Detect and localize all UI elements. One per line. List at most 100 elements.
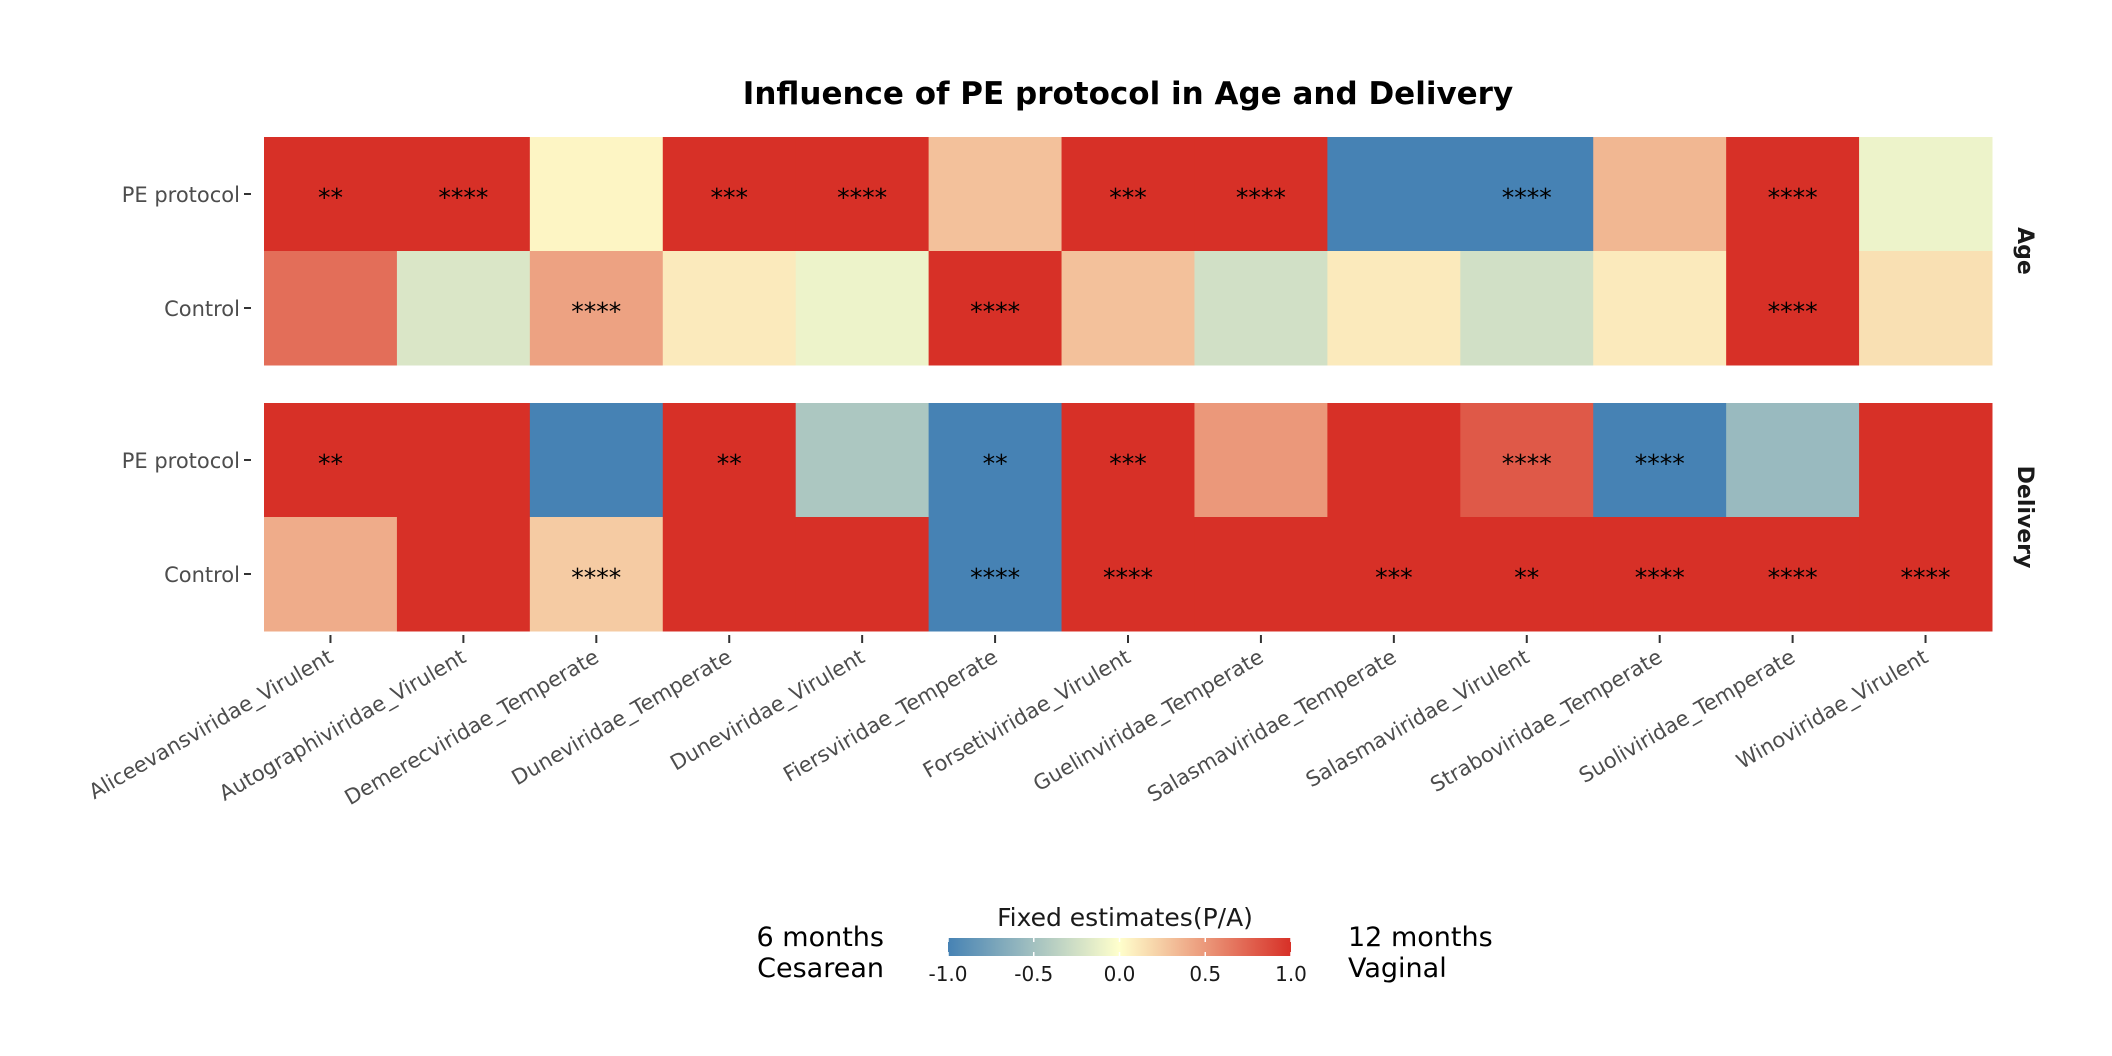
significance-label: **** — [571, 563, 621, 592]
significance-label: **** — [837, 183, 887, 212]
significance-label: *** — [1109, 449, 1147, 478]
significance-label: **** — [970, 297, 1020, 326]
heatmap-cell — [264, 403, 398, 518]
facet-strip-label: Age — [2012, 227, 2037, 275]
heatmap-cell — [1726, 137, 1860, 252]
chart-title: Influence of PE protocol in Age and Deli… — [742, 76, 1514, 112]
heatmap-cell — [1593, 137, 1727, 252]
heatmap-cell — [662, 251, 797, 366]
x-tick-label: Demerecviridae_Temperate — [341, 645, 604, 811]
x-tick-label: Straboviridae_Temperate — [1426, 645, 1666, 798]
x-tick-label: Aliceevansviridae_Virulent — [85, 645, 338, 805]
heatmap-cell — [1327, 403, 1461, 518]
x-tick-label: Salasmaviridae_Virulent — [1302, 645, 1534, 793]
legend-tick-label: 0.0 — [1104, 962, 1136, 986]
significance-label: *** — [710, 183, 748, 212]
heatmap-cell — [1194, 251, 1328, 366]
x-tick-label: Suoliviridae_Temperate — [1575, 645, 1800, 789]
heatmap-cell — [264, 251, 398, 366]
row-label: Control — [164, 563, 240, 587]
heatmap-cell — [1593, 251, 1727, 366]
heatmap-cell — [662, 403, 797, 518]
heatmap-cell — [1859, 403, 1993, 518]
legend-title: Fixed estimates(P/A) — [997, 903, 1253, 932]
legend-right-line-2: Vaginal — [1348, 953, 1447, 984]
heatmap-cell — [1859, 137, 1993, 252]
heatmap-cell — [396, 137, 531, 252]
facet-strip-label: Delivery — [2012, 466, 2037, 569]
significance-label: **** — [1635, 449, 1685, 478]
legend-right-annotation: 12 months Vaginal — [1348, 922, 1568, 984]
heatmap-cell — [264, 517, 398, 632]
legend-tick-label: 0.5 — [1189, 962, 1221, 986]
heatmap-cell — [1460, 403, 1594, 518]
significance-label: *** — [1109, 183, 1147, 212]
heatmap-cell — [1593, 517, 1727, 632]
significance-label: **** — [1236, 183, 1286, 212]
x-tick-label: Forsetiviridae_Virulent — [919, 645, 1135, 784]
heatmap-cell — [1327, 517, 1461, 632]
significance-label: **** — [438, 183, 488, 212]
row-label: PE protocol — [122, 449, 240, 473]
significance-label: **** — [1901, 563, 1951, 592]
heatmap-cell — [1460, 251, 1594, 366]
significance-label: ** — [983, 449, 1008, 478]
significance-label: **** — [970, 563, 1020, 592]
legend-tick-label: -0.5 — [1014, 962, 1053, 986]
heatmap-cell — [529, 403, 664, 518]
heatmap-cell — [1327, 137, 1461, 252]
legend-colorbar — [948, 938, 1291, 956]
row-label: PE protocol — [122, 183, 240, 207]
significance-label: **** — [1502, 449, 1552, 478]
significance-label: **** — [1768, 563, 1818, 592]
significance-label: ** — [1514, 563, 1539, 592]
heatmap-cell — [1327, 251, 1461, 366]
heatmap-cell — [1194, 517, 1328, 632]
heatmap-cell — [1061, 137, 1195, 252]
x-tick-label: Salasmaviridae_Temperate — [1143, 645, 1401, 808]
heatmap-cell — [795, 517, 930, 632]
heatmap-cell — [529, 137, 664, 252]
legend-right-line-1: 12 months — [1348, 922, 1493, 953]
legend-tick-label: 1.0 — [1275, 962, 1307, 986]
significance-label: **** — [571, 297, 621, 326]
legend-left-line-1: 6 months — [756, 922, 884, 953]
heatmap-cell — [396, 403, 531, 518]
heatmap-cell — [1859, 517, 1993, 632]
significance-label: *** — [1375, 563, 1413, 592]
heatmap-cell — [1593, 403, 1727, 518]
significance-label: **** — [1768, 183, 1818, 212]
heatmap-cell — [795, 251, 930, 366]
heatmap-cell — [928, 517, 1063, 632]
heatmap-cell — [1194, 403, 1328, 518]
significance-label: **** — [1502, 183, 1552, 212]
heatmap-cell — [264, 137, 398, 252]
heatmap-cell — [529, 517, 664, 632]
significance-label: ** — [318, 449, 343, 478]
heatmap-cell — [529, 251, 664, 366]
heatmap-cell — [928, 251, 1063, 366]
heatmap-cell — [928, 137, 1063, 252]
heatmap-cell — [396, 517, 531, 632]
x-tick-label: Duneviridae_Temperate — [508, 645, 737, 791]
significance-label: **** — [1635, 563, 1685, 592]
heatmap-cell — [795, 403, 930, 518]
legend-tick-label: -1.0 — [928, 962, 967, 986]
significance-label: ** — [717, 449, 742, 478]
heatmap-cell — [1726, 403, 1860, 518]
heatmap-cell — [1194, 137, 1328, 252]
heatmap-cell — [1859, 251, 1993, 366]
heatmap-cell — [1460, 137, 1594, 252]
heatmap-cell — [1061, 517, 1195, 632]
heatmap-cell — [795, 137, 930, 252]
heatmap-cell — [1061, 251, 1195, 366]
heatmap-cell — [662, 517, 797, 632]
x-tick-label: Guelinviridae_Temperate — [1029, 645, 1268, 797]
legend-left-line-2: Cesarean — [757, 953, 884, 984]
heatmap-cell — [928, 403, 1063, 518]
heatmap-cell — [1726, 517, 1860, 632]
significance-label: **** — [1768, 297, 1818, 326]
legend-left-annotation: 6 months Cesarean — [700, 922, 884, 984]
x-tick-label: Fiersviridae_Temperate — [779, 645, 1002, 788]
